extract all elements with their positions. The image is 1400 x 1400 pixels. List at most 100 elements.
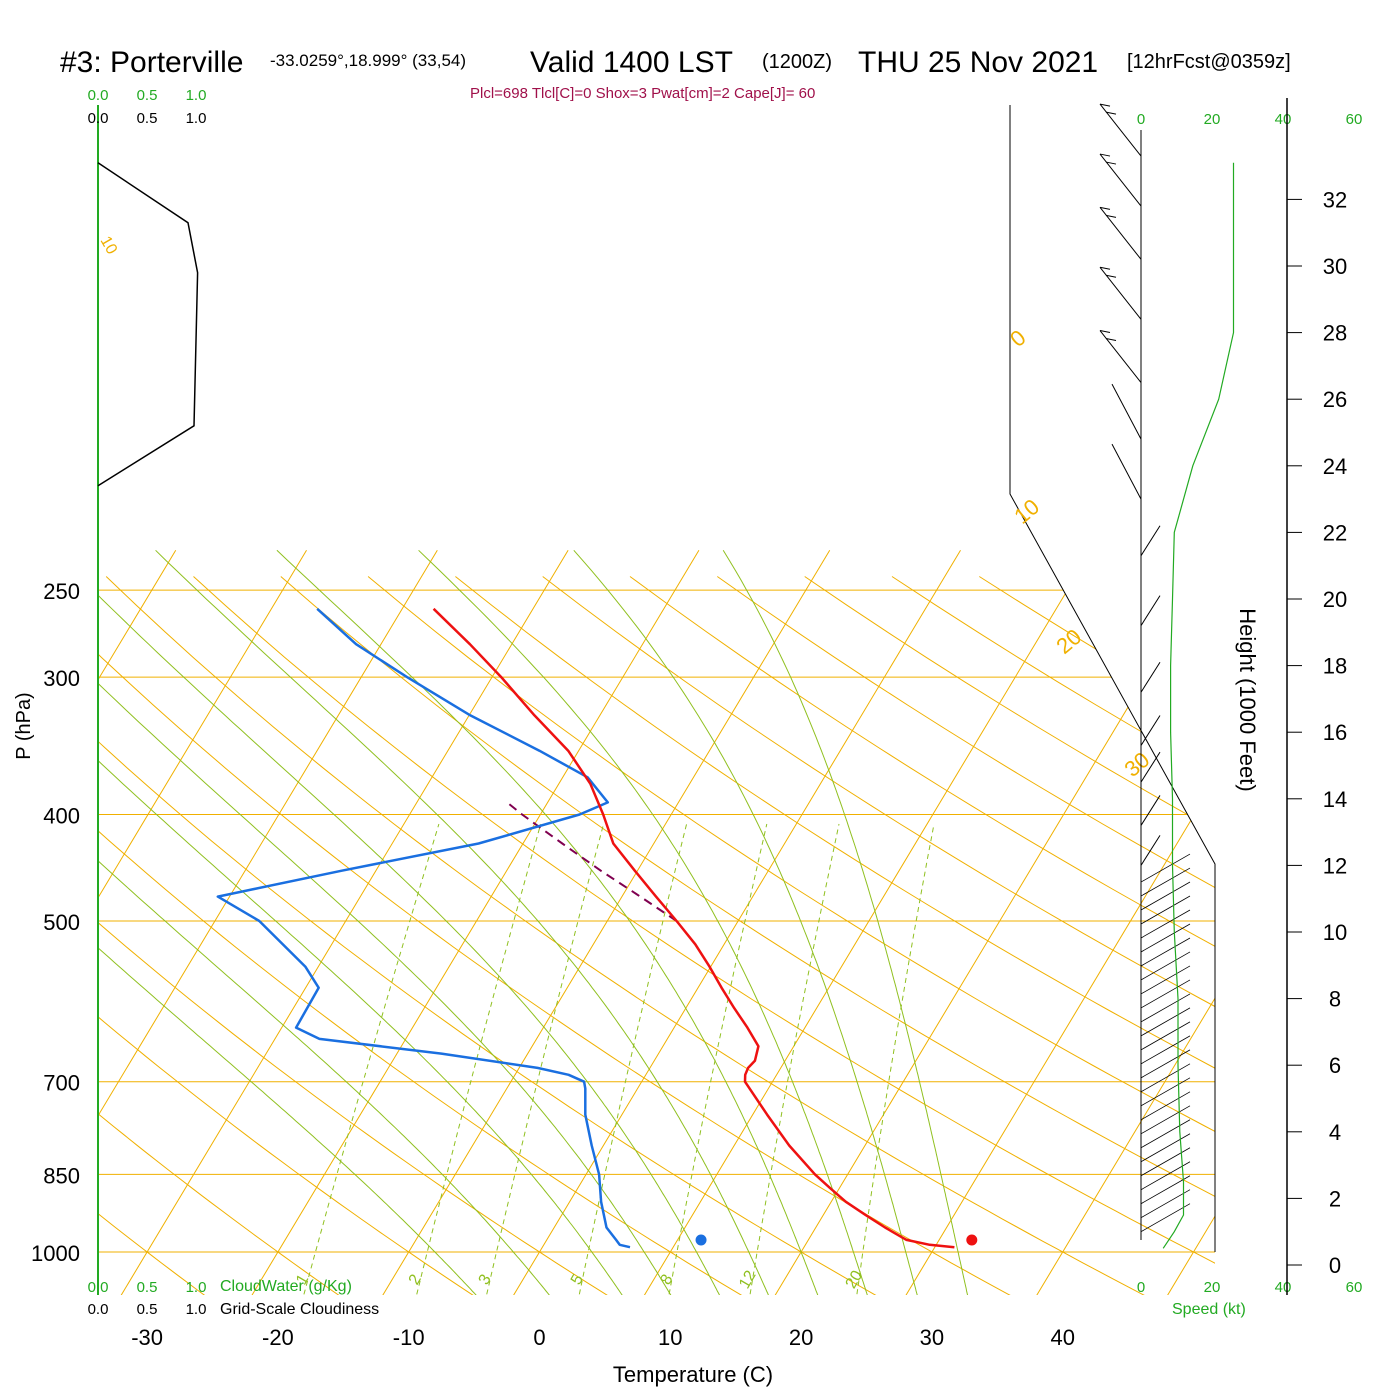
plot-boundary [97, 105, 1216, 1295]
isotherm-line [98, 550, 177, 1295]
wind-barb [1140, 895, 1191, 925]
wind-barb [1111, 383, 1142, 440]
dry-adiabat [717, 576, 1215, 1295]
wind-barb-flag [1099, 153, 1111, 157]
wind-barb [1140, 1189, 1191, 1219]
wind-barb [1140, 1077, 1191, 1107]
speed-label: Speed (kt) [1172, 1301, 1246, 1318]
moist-adiabat [98, 549, 483, 1295]
pressure-tick-label: 700 [43, 1071, 80, 1096]
wind-barb [1140, 595, 1161, 626]
x-axis-title: Temperature (C) [613, 1362, 773, 1387]
stability-indices: Plcl=698 Tlcl[C]=0 Shox=3 Pwat[cm]=2 Cap… [470, 85, 815, 102]
isotherm-line [508, 550, 961, 1295]
sounding-profiles [216, 607, 978, 1249]
wind-barb [1140, 795, 1161, 826]
isotherm-line [1031, 550, 1215, 1295]
height-tick-label: 2 [1329, 1186, 1341, 1211]
y-axis-title: P (hPa) [13, 692, 35, 759]
pressure-tick-label: 500 [43, 910, 80, 935]
moist-adiabat [722, 550, 970, 1295]
dry-adiabat [105, 576, 1160, 1295]
moist-adiabat [98, 549, 556, 1295]
wind-barb [1140, 881, 1191, 911]
cloudiness-scale-bottom: 1.0 [186, 1301, 207, 1318]
temperature-tick-label: 0 [533, 1325, 545, 1350]
wind-barb-flag [1099, 103, 1111, 107]
cloudiness-scale-bottom: 0.0 [88, 1301, 109, 1318]
speed-scale-top: 20 [1204, 111, 1221, 128]
isotherm-line [639, 550, 1092, 1295]
wind-barb-flag [1099, 206, 1111, 210]
wind-barb [1140, 1007, 1191, 1037]
dry-adiabat [98, 576, 755, 1295]
cloudwater-label: CloudWater (g/Kg) [220, 1278, 352, 1295]
isotherm-label: 10 [1009, 494, 1044, 529]
pressure-tick-label: 300 [43, 666, 80, 691]
mixing-ratio-line [484, 823, 605, 1295]
mixing-ratio-label: 20 [843, 1268, 867, 1292]
dry-adiabat [542, 576, 1215, 1295]
mixing-ratio-line [667, 823, 768, 1295]
dry-adiabat [629, 576, 1215, 1295]
temperature-tick-label: 30 [920, 1325, 944, 1350]
temperature-tick-label: -20 [262, 1325, 294, 1350]
dry-adiabat [98, 576, 486, 1295]
height-tick-label: 10 [1323, 920, 1347, 945]
surface-temperature-dot [966, 1234, 978, 1246]
isotherm-line [246, 550, 700, 1295]
wind-barb-flag [1105, 338, 1117, 342]
cloudiness-scale-top: 0.0 [88, 110, 109, 127]
mixing-ratio-label: 12 [736, 1268, 760, 1292]
wind-barb [1140, 1203, 1191, 1233]
height-tick-label: 4 [1329, 1120, 1341, 1145]
wind-barb [1140, 951, 1191, 981]
wind-barb-flag [1105, 161, 1117, 165]
dry-adiabat [98, 576, 890, 1295]
plot-frame [1009, 105, 1216, 1252]
wind-speed-line [1162, 162, 1235, 1249]
dry-adiabat [280, 576, 1215, 1295]
utc-time: (1200Z) [762, 51, 832, 73]
station-coords: -33.0259°,18.999° (33,54) [270, 51, 466, 70]
wind-barbs [1099, 103, 1191, 1233]
wind-barb [1140, 751, 1161, 783]
cloudwater-scale-bottom: 0.5 [137, 1279, 158, 1296]
cloudwater-scale-bottom: 0.0 [88, 1279, 109, 1296]
wind-barb [1140, 1175, 1191, 1205]
mixing-ratio-line [414, 823, 542, 1295]
temperature-tick-label: 40 [1050, 1325, 1074, 1350]
speed-scale-bottom: 60 [1346, 1279, 1363, 1296]
mixing-ratio-label: 3 [476, 1272, 495, 1288]
mixing-ratio-line [301, 823, 440, 1295]
wind-barb [1140, 1035, 1191, 1065]
speed-scale-bottom: 40 [1275, 1279, 1292, 1296]
wind-barb [1140, 525, 1161, 556]
moist-adiabat [98, 549, 676, 1295]
surface-dewpoint-dot [695, 1234, 707, 1246]
mixing-ratio-line [855, 823, 935, 1295]
wind-barb-flag [1105, 274, 1117, 278]
speed-scale-top: 0 [1137, 111, 1145, 128]
dry-adiabat [804, 576, 1215, 1295]
pressure-tick-label: 850 [43, 1163, 80, 1188]
moist-adiabat [418, 549, 870, 1295]
dry-adiabat [98, 576, 216, 1295]
isotherm-line [98, 550, 438, 1295]
height-tick-label: 24 [1323, 454, 1347, 479]
mixing-ratio-label: 8 [657, 1272, 676, 1288]
height-tick-label: 22 [1323, 520, 1347, 545]
cloudwater-scale-bottom: 1.0 [186, 1279, 207, 1296]
isotherm-label: 10 [97, 234, 121, 258]
isotherm-line [116, 550, 569, 1295]
dry-adiabat [455, 576, 1215, 1295]
isotherm-label: 30 [1120, 747, 1155, 782]
wind-barb [1140, 867, 1191, 897]
speed-scale-top: 60 [1346, 111, 1363, 128]
cloudwater-scale-top: 0.5 [137, 87, 158, 104]
isotherm-line [0, 550, 45, 1303]
height-tick-label: 26 [1323, 387, 1347, 412]
forecast-info: [12hrFcst@0359z] [1127, 51, 1291, 73]
wind-barb-flag [1105, 111, 1117, 115]
